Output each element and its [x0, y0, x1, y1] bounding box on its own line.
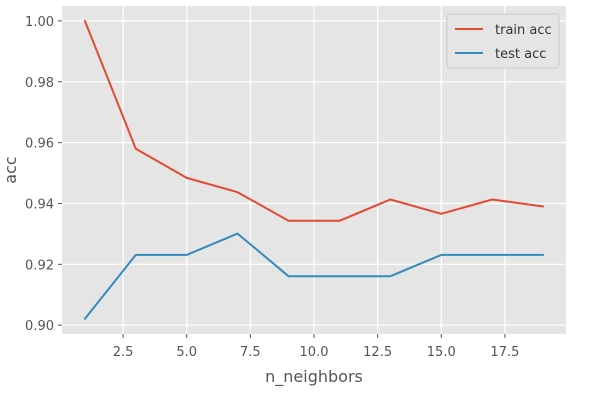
x-tick-label: 10.0: [300, 345, 329, 360]
y-axis-title: acc: [1, 156, 20, 183]
legend: train acc test acc: [446, 13, 560, 69]
x-axis-title: n_neighbors: [265, 367, 363, 387]
y-tick-label: 0.96: [25, 137, 54, 152]
y-tick-label: 0.94: [25, 197, 54, 212]
legend-label-train-acc: train acc: [495, 23, 552, 38]
series-line-test-acc: [83, 232, 545, 320]
x-axis-ticks: 2.5 5.0 7.5 10.0 12.5 15.0 17.5: [113, 334, 519, 360]
y-tick-label: 0.98: [25, 76, 54, 91]
x-tick-label: 2.5: [113, 345, 134, 360]
x-tick-label: 12.5: [363, 345, 392, 360]
series-lines: [83, 19, 545, 320]
x-tick-label: 5.0: [176, 345, 197, 360]
y-tick-label: 0.92: [25, 258, 54, 273]
x-tick-label: 15.0: [427, 345, 456, 360]
y-tick-label: 0.90: [25, 319, 54, 334]
series-line-train-acc: [83, 19, 545, 222]
legend-box: [446, 13, 560, 69]
x-tick-label: 17.5: [490, 345, 519, 360]
x-tick-label: 7.5: [240, 345, 261, 360]
legend-label-test-acc: test acc: [495, 47, 546, 62]
y-tick-label: 1.00: [25, 15, 54, 30]
grid-lines: [62, 6, 566, 334]
y-axis-ticks: 0.90 0.92 0.94 0.96 0.98 1.00: [25, 15, 62, 334]
